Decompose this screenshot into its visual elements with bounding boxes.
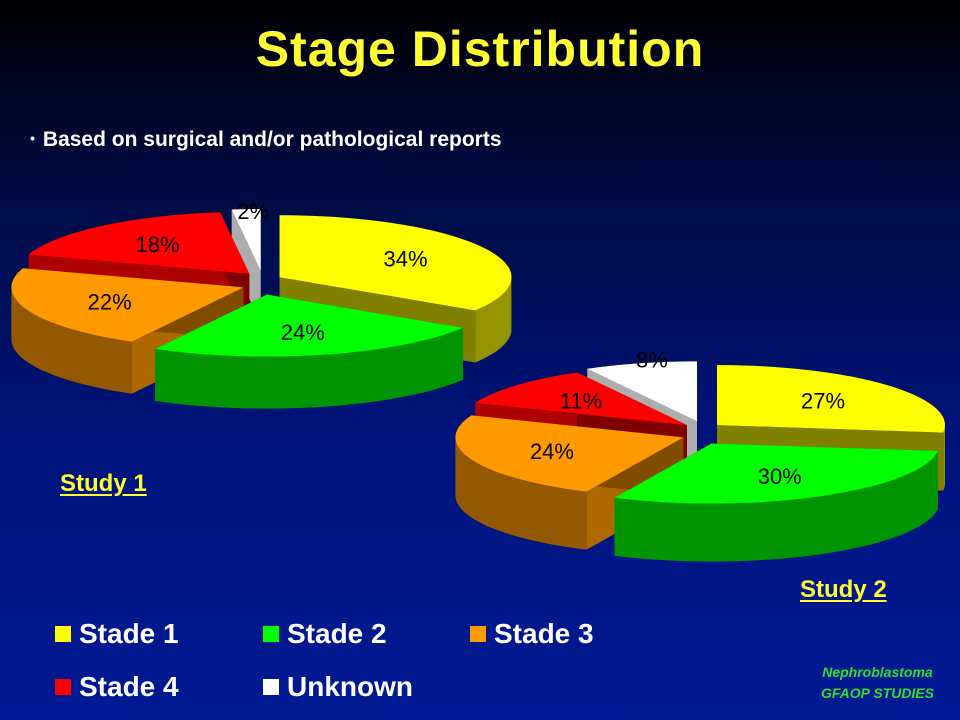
pie2-label-3: 24% xyxy=(530,439,574,464)
pie1-label-3: 22% xyxy=(88,290,132,315)
credit-line-1: Nephroblastoma xyxy=(822,664,933,680)
page-title: Stage Distribution xyxy=(255,21,705,77)
legend-swatch-stade-4 xyxy=(55,679,71,695)
legend-swatch-stade-1 xyxy=(55,626,71,642)
pie1-slice-3-side xyxy=(11,287,132,394)
pie1-label-5: 2% xyxy=(237,199,269,224)
legend-swatch-stade-2 xyxy=(263,626,279,642)
pie2-slice-1-side xyxy=(943,424,946,491)
subtitle-bullet: • Based on surgical and/or pathological r… xyxy=(30,128,502,152)
legend-item-stade-1: Stade 1 xyxy=(55,618,179,650)
legend-item-stade-4: Stade 4 xyxy=(55,671,179,703)
pie2-label-5: 8% xyxy=(636,347,668,372)
legend-label-stade-3: Stade 3 xyxy=(494,618,594,649)
pie2-label-4: 11% xyxy=(560,388,602,413)
pie-chart-1: 34% 24% 22% 18% 2% xyxy=(11,199,512,409)
legend-item-stade-3: Stade 3 xyxy=(470,618,594,650)
legend: Stade 1 Stade 2 Stade 3 Stade 4 Unknown xyxy=(55,618,655,718)
study-2-label: Study 2 xyxy=(800,576,887,603)
pie1-slice-1-side xyxy=(475,279,512,363)
pie-chart-2: 27% 30% 24% 11% 8% xyxy=(455,347,946,562)
pie1-label-1: 34% xyxy=(384,247,428,272)
pie1-slice-4 xyxy=(28,212,250,274)
credit-line-2: GFAOP STUDIES xyxy=(820,685,934,701)
legend-swatch-stade-3 xyxy=(470,626,486,642)
pie1-label-4: 18% xyxy=(136,232,180,257)
study-1-label: Study 1 xyxy=(60,470,147,497)
pie2-slice-4 xyxy=(475,372,687,426)
legend-label-stade-2: Stade 2 xyxy=(287,618,387,649)
legend-label-unknown: Unknown xyxy=(287,671,413,702)
bullet-dot: • xyxy=(30,130,35,146)
pie2-slice-3 xyxy=(455,415,684,492)
pie2-slice-2-side xyxy=(614,451,938,562)
pie1-slice-3 xyxy=(11,268,244,342)
pie2-slice-1 xyxy=(717,365,945,433)
pie1-slice-5 xyxy=(231,209,261,272)
pie2-slice-5 xyxy=(587,361,698,422)
subtitle-text: Based on surgical and/or pathological re… xyxy=(42,128,502,151)
pie2-slice-3-side xyxy=(455,437,587,550)
pie1-slice-1 xyxy=(279,215,512,311)
pie1-slice-5-wall xyxy=(231,209,261,324)
pie1-label-2: 24% xyxy=(281,320,325,345)
pie1-slice-2-side xyxy=(155,327,463,409)
legend-item-stade-2: Stade 2 xyxy=(263,618,387,650)
pie1-slice-2 xyxy=(155,294,463,357)
pie2-label-1: 27% xyxy=(801,388,845,413)
pie2-label-2: 30% xyxy=(758,464,802,489)
legend-label-stade-4: Stade 4 xyxy=(79,671,179,702)
credit: Nephroblastoma GFAOP STUDIES xyxy=(821,662,934,704)
legend-label-stade-1: Stade 1 xyxy=(79,618,179,649)
legend-swatch-unknown xyxy=(263,679,279,695)
pie2-slice-2 xyxy=(614,443,938,504)
legend-item-unknown: Unknown xyxy=(263,671,413,703)
